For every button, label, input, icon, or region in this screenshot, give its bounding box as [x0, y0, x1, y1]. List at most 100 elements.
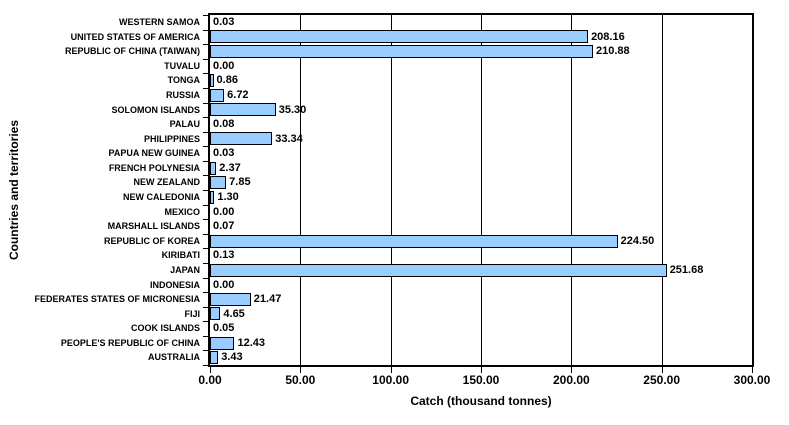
y-tick-mark	[203, 233, 208, 235]
x-tick-mark	[481, 367, 482, 373]
category-label: NEW CALEDONIA	[123, 192, 200, 202]
bar	[210, 234, 618, 248]
gridline	[481, 15, 482, 365]
bar	[210, 351, 219, 365]
gridline	[390, 15, 392, 365]
category-label: NEW ZEALAND	[133, 177, 201, 188]
gridline	[661, 15, 663, 365]
x-tick-label: 200.00	[552, 373, 590, 387]
y-tick-mark	[203, 131, 208, 133]
x-axis-title: Catch (thousand tonnes)	[410, 394, 552, 408]
bar	[210, 176, 227, 190]
bar	[210, 103, 276, 117]
y-tick-mark	[203, 262, 208, 264]
x-tick-mark	[661, 367, 663, 373]
category-label: PALAU	[169, 119, 200, 130]
bar	[210, 132, 273, 146]
bar	[210, 263, 667, 277]
value-label: 208.16	[591, 30, 625, 43]
y-tick-mark	[203, 190, 208, 191]
y-tick-mark	[203, 58, 208, 60]
y-tick-mark	[203, 117, 208, 119]
category-label: MARSHALL ISLANDS	[107, 221, 200, 232]
category-label: PAPUA NEW GUINEA	[108, 148, 200, 159]
x-tick-mark	[571, 367, 573, 373]
bar	[210, 292, 251, 306]
value-label: 1.30	[217, 191, 239, 203]
x-tick-label: 150.00	[462, 373, 500, 387]
value-label: 7.85	[229, 176, 251, 189]
category-label: JAPAN	[170, 264, 200, 275]
category-label: FIJI	[184, 308, 200, 319]
x-tick-mark	[752, 367, 753, 373]
x-tick-mark	[390, 367, 392, 373]
category-label: SOLOMON ISLANDS	[111, 104, 200, 115]
y-tick-mark	[203, 365, 208, 366]
value-label: 251.68	[669, 263, 704, 276]
value-label: 0.00	[213, 278, 235, 291]
y-tick-mark	[203, 335, 208, 337]
y-tick-mark	[203, 306, 208, 308]
category-label: REPUBLIC OF CHINA (TAIWAN)	[65, 46, 200, 57]
category-label: TONGA	[167, 75, 200, 86]
y-tick-mark	[203, 248, 208, 250]
value-label: 3.43	[221, 351, 243, 364]
x-tick-mark	[300, 367, 302, 373]
value-label: 33.34	[275, 132, 303, 145]
value-label: 0.13	[213, 249, 235, 262]
y-tick-mark	[203, 15, 208, 16]
y-tick-mark	[203, 292, 208, 294]
y-tick-mark	[203, 321, 208, 323]
x-tick-label: 50.00	[285, 373, 316, 387]
category-label: RUSSIA	[165, 89, 200, 100]
x-tick-mark	[210, 367, 211, 373]
y-tick-mark	[203, 29, 208, 31]
category-label: WESTERN SAMOA	[119, 17, 200, 27]
y-tick-mark	[203, 146, 208, 148]
bar	[210, 44, 593, 58]
gridline	[300, 15, 302, 365]
value-label: 0.00	[213, 205, 235, 218]
y-tick-mark	[203, 87, 208, 89]
category-label: PEOPLE'S REPUBLIC OF CHINA	[60, 337, 200, 348]
category-label: MEXICO	[164, 206, 200, 217]
gridline	[571, 15, 573, 365]
category-label: TUVALU	[164, 60, 200, 71]
y-tick-mark	[203, 204, 208, 206]
x-tick-label: 250.00	[643, 373, 680, 387]
y-tick-mark	[203, 160, 208, 162]
x-tick-label: 0.00	[198, 373, 222, 387]
y-tick-mark	[203, 175, 208, 177]
y-tick-mark	[203, 44, 208, 46]
y-tick-mark	[203, 219, 208, 221]
y-tick-mark	[203, 277, 208, 279]
category-label: FRENCH POLYNESIA	[108, 162, 200, 173]
value-label: 0.86	[216, 74, 238, 87]
x-tick-label: 300.00	[733, 373, 771, 387]
category-label: AUSTRALIA	[148, 352, 200, 363]
value-label: 12.43	[237, 336, 265, 349]
category-label: FEDERATES STATES OF MICRONESIA	[34, 294, 200, 305]
y-tick-mark	[203, 73, 208, 75]
category-label: REPUBLIC OF KOREA	[103, 235, 200, 246]
value-label: 0.03	[213, 16, 235, 28]
y-tick-mark	[203, 102, 208, 104]
value-label: 21.47	[253, 293, 282, 306]
category-label: KIRIBATI	[161, 250, 200, 261]
bar	[210, 88, 225, 102]
bar	[210, 161, 217, 175]
value-label: 4.65	[223, 307, 245, 320]
value-label: 0.05	[213, 322, 235, 335]
value-label: 2.37	[219, 161, 241, 174]
category-label: UNITED STATES OF AMERICA	[70, 31, 200, 42]
bar	[210, 307, 221, 321]
value-label: 0.08	[213, 118, 235, 131]
value-label: 0.03	[213, 147, 235, 160]
bar	[210, 30, 589, 44]
bar	[210, 74, 214, 88]
category-label: INDONESIA	[149, 279, 200, 290]
plot-area: 0.03 208.16 210.88 0.00 0.86 6.72 35.30 0.08 33.…	[208, 13, 754, 367]
value-label: 0.07	[213, 220, 235, 233]
category-label: PHILIPPINES	[143, 133, 200, 144]
